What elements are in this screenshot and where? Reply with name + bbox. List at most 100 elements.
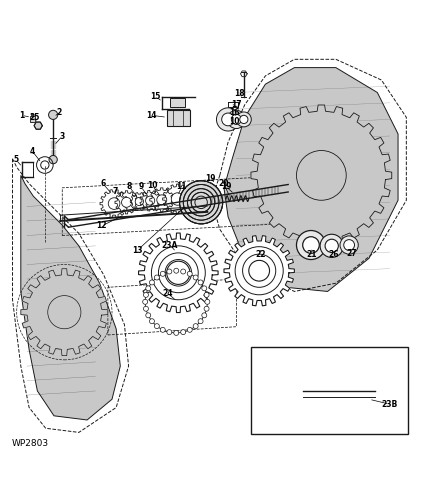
Circle shape [292, 382, 313, 404]
Circle shape [297, 150, 346, 200]
Circle shape [344, 240, 354, 250]
Circle shape [174, 330, 179, 336]
Circle shape [135, 198, 143, 205]
Circle shape [146, 286, 151, 291]
Polygon shape [130, 192, 148, 210]
Text: 10: 10 [147, 181, 158, 190]
Text: 9: 9 [138, 182, 144, 192]
Circle shape [193, 275, 198, 280]
Circle shape [202, 313, 207, 318]
Text: 23A: 23A [162, 240, 178, 250]
Circle shape [180, 181, 222, 224]
Text: 6: 6 [100, 179, 105, 188]
Circle shape [187, 328, 192, 332]
Polygon shape [21, 268, 108, 356]
Text: 23B: 23B [382, 400, 398, 408]
Circle shape [160, 328, 165, 332]
Polygon shape [251, 105, 392, 246]
Circle shape [205, 300, 210, 304]
Circle shape [160, 272, 165, 276]
Circle shape [167, 330, 172, 334]
Circle shape [149, 280, 154, 285]
Bar [170, 98, 184, 107]
Text: 22: 22 [255, 250, 266, 260]
Circle shape [231, 114, 242, 124]
Circle shape [108, 198, 120, 209]
Polygon shape [272, 363, 333, 423]
Polygon shape [224, 236, 294, 306]
Polygon shape [34, 122, 42, 129]
Circle shape [121, 198, 132, 207]
Text: 16: 16 [229, 108, 239, 117]
Text: 5: 5 [13, 155, 18, 164]
Polygon shape [224, 68, 398, 292]
Circle shape [240, 116, 248, 124]
Circle shape [303, 236, 319, 254]
Polygon shape [21, 176, 120, 420]
Text: 4: 4 [30, 147, 35, 156]
Circle shape [146, 313, 151, 318]
Circle shape [187, 272, 192, 276]
Bar [251, 348, 408, 434]
Text: 19: 19 [206, 174, 216, 183]
Text: 13: 13 [132, 246, 143, 254]
Circle shape [49, 156, 57, 164]
Circle shape [181, 330, 186, 334]
Polygon shape [150, 188, 174, 212]
Text: 1: 1 [19, 111, 24, 120]
Circle shape [320, 234, 343, 258]
Circle shape [167, 261, 190, 284]
Circle shape [340, 236, 358, 254]
Text: 17: 17 [231, 100, 242, 108]
Polygon shape [162, 184, 192, 214]
Polygon shape [139, 233, 218, 312]
Circle shape [181, 269, 186, 274]
Bar [167, 110, 190, 126]
Text: 8: 8 [127, 182, 132, 192]
Text: 15: 15 [150, 92, 161, 101]
Circle shape [204, 292, 209, 298]
Circle shape [325, 239, 338, 252]
Circle shape [143, 292, 148, 298]
Text: 7: 7 [113, 186, 118, 196]
Circle shape [146, 196, 155, 205]
Circle shape [227, 110, 245, 128]
Text: 25: 25 [29, 113, 39, 122]
Circle shape [202, 286, 207, 291]
Circle shape [154, 324, 159, 328]
Circle shape [249, 260, 269, 281]
Circle shape [217, 108, 240, 131]
Circle shape [157, 195, 167, 205]
Text: 11: 11 [176, 182, 187, 192]
Circle shape [149, 318, 154, 324]
Text: 10: 10 [229, 117, 239, 126]
Circle shape [167, 269, 172, 274]
Text: 19: 19 [221, 182, 231, 191]
Text: 14: 14 [146, 111, 157, 120]
Text: 2: 2 [56, 108, 62, 117]
Circle shape [154, 275, 159, 280]
Polygon shape [354, 382, 379, 406]
Circle shape [193, 324, 198, 328]
Circle shape [174, 268, 179, 273]
Circle shape [198, 280, 203, 285]
Circle shape [143, 306, 148, 311]
Circle shape [297, 230, 326, 260]
Bar [30, 116, 35, 122]
Polygon shape [140, 190, 160, 211]
Text: 27: 27 [346, 249, 357, 258]
Circle shape [236, 112, 251, 127]
Circle shape [222, 113, 234, 126]
Circle shape [143, 300, 148, 304]
Text: 3: 3 [60, 132, 65, 140]
Polygon shape [100, 190, 128, 218]
Text: 18: 18 [234, 89, 245, 98]
Circle shape [204, 306, 209, 311]
Circle shape [49, 110, 58, 120]
Polygon shape [115, 191, 138, 214]
Circle shape [198, 318, 203, 324]
Text: 26: 26 [329, 250, 339, 260]
Text: 12: 12 [96, 222, 107, 230]
Circle shape [48, 296, 81, 329]
Text: WP2803: WP2803 [12, 439, 49, 448]
